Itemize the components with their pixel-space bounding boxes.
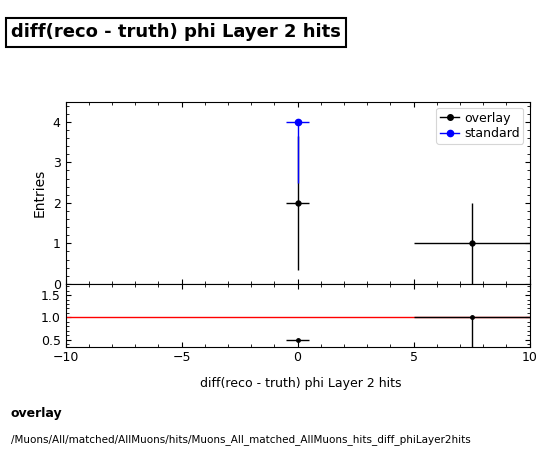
Text: /Muons/All/matched/AllMuons/hits/Muons_All_matched_AllMuons_hits_diff_phiLayer2h: /Muons/All/matched/AllMuons/hits/Muons_A… [11,434,471,445]
Legend: overlay, standard: overlay, standard [436,108,524,144]
Y-axis label: Entries: Entries [33,169,47,217]
Text: overlay: overlay [11,407,63,419]
Text: diff(reco - truth) phi Layer 2 hits: diff(reco - truth) phi Layer 2 hits [11,23,341,41]
Text: diff(reco - truth) phi Layer 2 hits: diff(reco - truth) phi Layer 2 hits [199,377,401,389]
